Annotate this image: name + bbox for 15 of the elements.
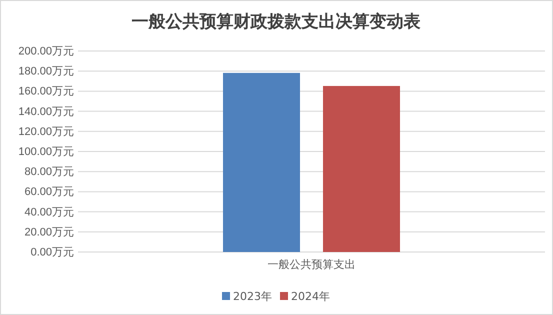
y-tick-label: 40.00万元 — [24, 206, 74, 218]
legend-label: 2023年 — [233, 290, 272, 303]
chart-title: 一般公共预算财政拨款支出决算变动表 — [132, 12, 422, 32]
y-tick-label: 0.00万元 — [30, 246, 74, 259]
y-tick-label: 160.00万元 — [18, 86, 74, 98]
y-tick-label: 20.00万元 — [24, 226, 74, 238]
y-tick-label: 200.00万元 — [18, 46, 74, 58]
y-tick-label: 120.00万元 — [18, 126, 74, 138]
y-tick-label: 180.00万元 — [18, 66, 74, 78]
y-tick-label: 140.00万元 — [18, 106, 74, 118]
y-tick-label: 100.00万元 — [18, 146, 74, 158]
legend-label: 2024年 — [291, 290, 330, 303]
x-tick-label: 一般公共预算支出 — [268, 258, 356, 271]
y-tick-label: 60.00万元 — [24, 186, 74, 198]
y-tick-label: 80.00万元 — [24, 166, 74, 178]
